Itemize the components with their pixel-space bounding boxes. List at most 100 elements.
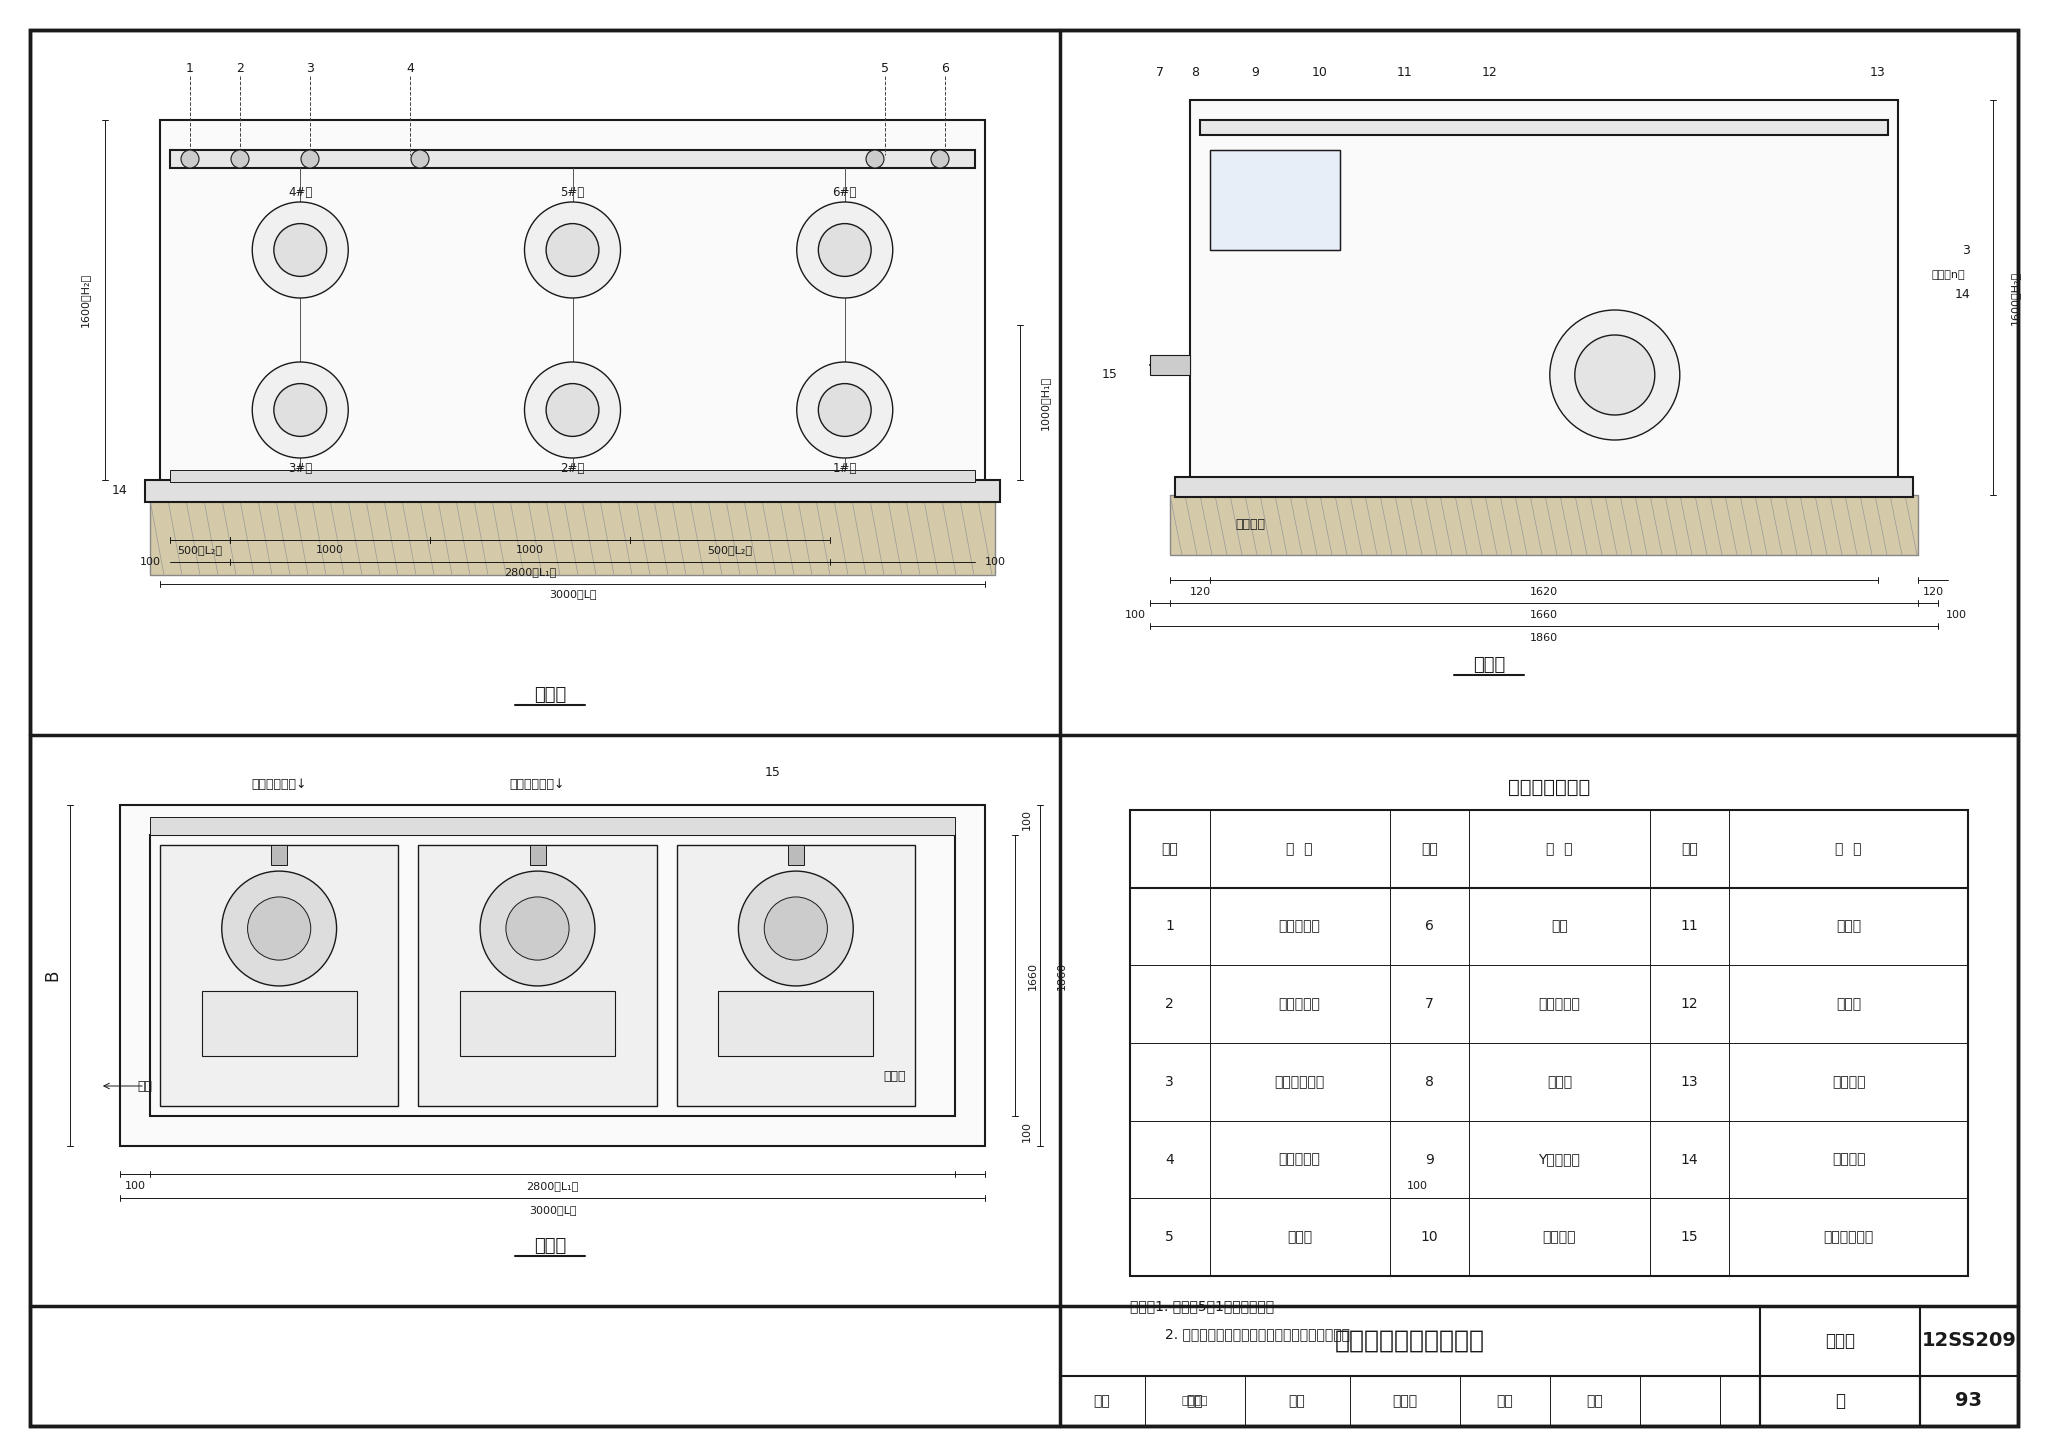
Text: 5: 5 <box>1165 1230 1174 1245</box>
Text: 100: 100 <box>1022 1121 1032 1142</box>
Text: 7: 7 <box>1155 66 1163 79</box>
Text: 1: 1 <box>1165 920 1174 933</box>
Text: 100: 100 <box>1407 1181 1427 1191</box>
Text: 泵组出水总管: 泵组出水总管 <box>1274 1075 1325 1089</box>
Circle shape <box>547 224 598 277</box>
Text: 止回阀: 止回阀 <box>1835 997 1862 1010</box>
Bar <box>1169 495 1919 555</box>
Text: 1: 1 <box>186 61 195 74</box>
Text: 挠性接头: 挠性接头 <box>1542 1230 1577 1245</box>
Text: 出水: 出水 <box>137 1079 152 1092</box>
Text: 机架: 机架 <box>1550 920 1569 933</box>
Text: 审核: 审核 <box>1094 1393 1110 1408</box>
Text: 7: 7 <box>1425 997 1434 1010</box>
Text: 稳压泵: 稳压泵 <box>1286 1230 1313 1245</box>
Text: 小ルル彩: 小ルル彩 <box>1182 1396 1208 1406</box>
Text: 9: 9 <box>1251 66 1260 79</box>
Circle shape <box>274 224 326 277</box>
Text: 3: 3 <box>305 61 313 74</box>
Text: 安全溢流阀: 安全溢流阀 <box>1278 920 1321 933</box>
Text: 名  称: 名 称 <box>1286 842 1313 856</box>
Text: 泵房地坪: 泵房地坪 <box>1235 518 1266 531</box>
Text: 3#泵: 3#泵 <box>289 462 313 475</box>
Text: 12: 12 <box>1483 66 1497 79</box>
Text: 编号: 编号 <box>1681 842 1698 856</box>
Text: 100: 100 <box>125 1181 145 1191</box>
Bar <box>1210 150 1339 250</box>
Text: 10: 10 <box>1421 1230 1438 1245</box>
Text: 2800（L₁）: 2800（L₁） <box>526 1181 580 1191</box>
Circle shape <box>524 202 621 298</box>
Circle shape <box>932 150 948 167</box>
Text: 2800（L₁）: 2800（L₁） <box>504 566 557 577</box>
Text: B: B <box>43 970 61 981</box>
Bar <box>170 150 975 167</box>
Circle shape <box>739 871 854 986</box>
Circle shape <box>274 383 326 437</box>
Text: 3000（L）: 3000（L） <box>549 590 596 598</box>
Text: 100: 100 <box>1022 810 1032 830</box>
Text: 回水箱: 回水箱 <box>885 1070 907 1082</box>
Bar <box>418 844 657 1107</box>
Text: 说明：1. 本图按5主1备泵组编制。: 说明：1. 本图按5主1备泵组编制。 <box>1130 1299 1274 1313</box>
Text: 泵组主要部件表: 泵组主要部件表 <box>1507 778 1589 796</box>
Text: 平面图: 平面图 <box>535 1238 565 1255</box>
Text: 15: 15 <box>1681 1230 1698 1245</box>
Text: 3000（L）: 3000（L） <box>528 1206 575 1214</box>
Text: 1600（H₂）: 1600（H₂） <box>2009 271 2019 325</box>
Text: 11: 11 <box>1681 920 1698 933</box>
Bar <box>1176 478 1913 496</box>
Circle shape <box>524 363 621 459</box>
Bar <box>530 844 545 865</box>
Bar <box>145 480 999 502</box>
Text: 侧视图: 侧视图 <box>1473 657 1505 674</box>
Text: 名  称: 名 称 <box>1835 842 1862 856</box>
Text: 500（L₂）: 500（L₂） <box>178 545 223 555</box>
Text: 高压泵: 高压泵 <box>1835 920 1862 933</box>
Text: 2#泵: 2#泵 <box>561 462 584 475</box>
Text: 100: 100 <box>139 558 160 566</box>
Text: 1620: 1620 <box>1530 587 1559 597</box>
Text: 3: 3 <box>1165 1075 1174 1089</box>
Text: 5#泵: 5#泵 <box>561 185 584 198</box>
Text: 页: 页 <box>1835 1392 1845 1409</box>
Bar <box>150 817 954 834</box>
Text: 1000: 1000 <box>516 545 545 555</box>
Circle shape <box>1550 310 1679 440</box>
Bar <box>719 992 872 1056</box>
Text: 名  称: 名 称 <box>1546 842 1573 856</box>
Circle shape <box>180 150 199 167</box>
Bar <box>1130 810 1968 1275</box>
Text: 12SS209: 12SS209 <box>1921 1331 2017 1351</box>
Bar <box>1210 150 1339 250</box>
Text: 8: 8 <box>1192 66 1198 79</box>
Circle shape <box>221 871 336 986</box>
Text: 9: 9 <box>1425 1153 1434 1166</box>
Text: 压力传感器: 压力传感器 <box>1278 997 1321 1010</box>
Text: 100: 100 <box>1946 610 1966 620</box>
Bar <box>461 992 614 1056</box>
Text: （个数n）: （个数n） <box>1931 269 1964 280</box>
Text: 1660: 1660 <box>1530 610 1559 620</box>
Text: 设计: 设计 <box>1497 1393 1513 1408</box>
Bar <box>270 844 287 865</box>
Text: 2: 2 <box>1165 997 1174 1010</box>
Text: 控制阀: 控制阀 <box>1546 1075 1573 1089</box>
Circle shape <box>547 383 598 437</box>
Bar <box>170 470 975 482</box>
Text: 1860: 1860 <box>1530 633 1559 644</box>
Text: 4: 4 <box>406 61 414 74</box>
Text: 4: 4 <box>1165 1153 1174 1166</box>
Text: 6: 6 <box>942 61 948 74</box>
Bar <box>788 844 803 865</box>
Text: 陈涛: 陈涛 <box>1186 1393 1204 1408</box>
Text: 6#泵: 6#泵 <box>834 185 856 198</box>
Text: 接水箱出水管↓: 接水箱出水管↓ <box>510 779 565 792</box>
Bar <box>121 805 985 1146</box>
Text: 8: 8 <box>1425 1075 1434 1089</box>
Text: 100: 100 <box>1124 610 1145 620</box>
Text: 1000（H₁）: 1000（H₁） <box>1040 376 1051 430</box>
Circle shape <box>252 202 348 298</box>
Text: 4#泵: 4#泵 <box>289 185 313 198</box>
Text: 15: 15 <box>1102 368 1118 381</box>
